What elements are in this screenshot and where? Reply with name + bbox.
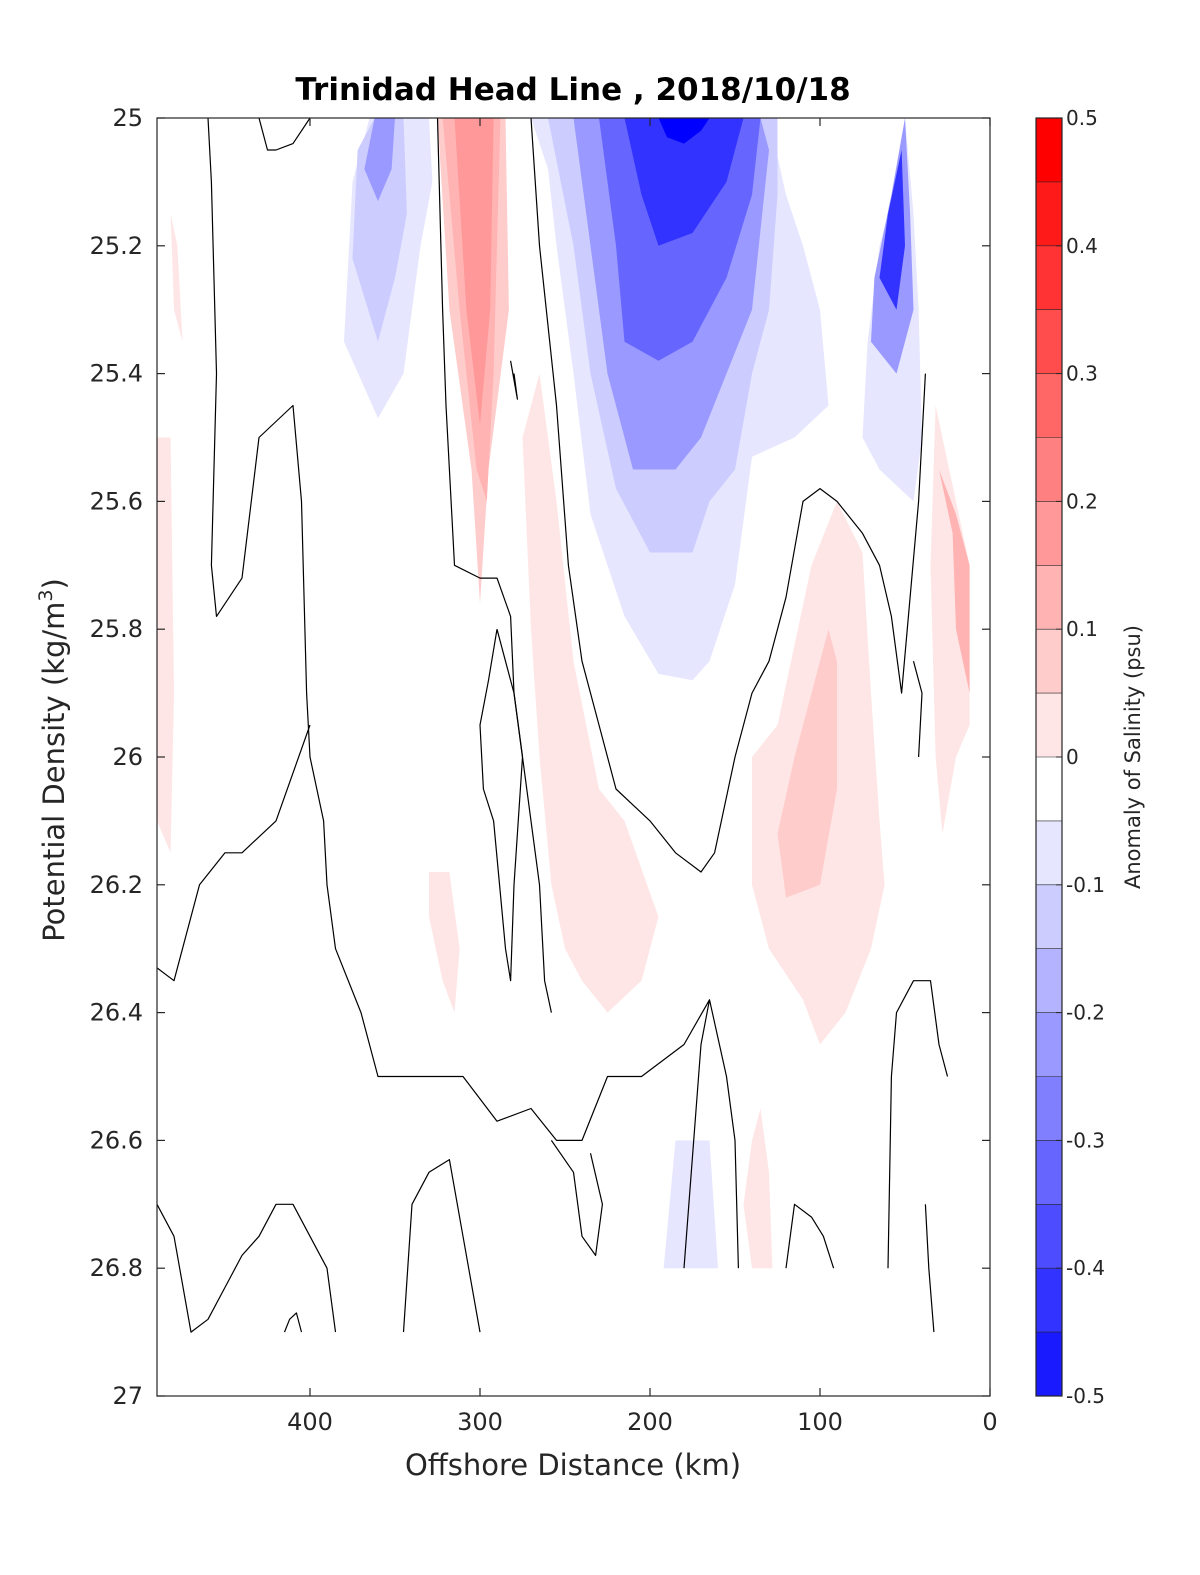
colorbar: -0.5 -0.4 -0.3 -0.2 -0.1 0 0.1 0.2 0.3 0.4 0.5 [1035,106,1105,1408]
contour-line [785,1203,835,1269]
contour-line [912,661,923,758]
colorbar-segment [1036,884,1062,950]
contour-line [207,118,739,1269]
colorbar-segment [1036,629,1062,694]
colorbar-tick-label: -0.1 [1066,873,1105,897]
colorbar-segment [1036,565,1062,630]
contour-region [743,1108,773,1269]
y-axis-label: Potential Density (kg/m3) [35,578,71,942]
colorbar-segment [1036,1140,1062,1205]
colorbar-segment [1036,1204,1062,1269]
colorbar-segment [1036,948,1062,1014]
y-tick-label: 25 [112,104,143,132]
colorbar-tick-label: -0.3 [1066,1128,1105,1152]
contour-region [157,437,174,853]
x-tick-label: 300 [457,1408,503,1436]
zero-contour-lines [157,118,949,1333]
y-axis-label-close: ) [37,578,71,589]
contour-line [479,629,524,982]
contour-region [624,118,744,246]
y-tick-label: 26 [112,743,143,771]
y-axis: 25 25.2 25.4 25.6 25.8 26 26.2 26.4 26.6 26.8 27 [90,104,990,1410]
contour-line [436,118,552,1013]
contour-line [258,118,311,151]
y-tick-label: 27 [112,1382,143,1410]
colorbar-segment [1036,309,1062,375]
x-tick-label: 400 [287,1408,333,1436]
colorbar-tick-label: -0.5 [1066,1384,1105,1408]
filled-contour-regions [157,118,970,1269]
colorbar-segment [1036,820,1062,886]
colorbar-segment [1036,693,1062,758]
contour-line [157,1203,337,1333]
colorbar-segment [1036,1332,1062,1397]
colorbar-segment [1036,245,1062,311]
contour-region [454,118,494,425]
contour-region [658,118,710,144]
x-tick-label: 0 [982,1408,997,1436]
colorbar-tick-label: -0.4 [1066,1256,1105,1280]
contour-region [352,118,407,342]
colorbar-label: Anomaly of Salinity (psu) [1121,625,1145,889]
contour-line [550,1140,604,1257]
y-tick-label: 25.6 [90,487,143,515]
colorbar-segment [1036,1268,1062,1333]
colorbar-tick-label: 0.4 [1066,234,1098,258]
x-axis-label: Offshore Distance (km) [405,1448,741,1482]
colorbar-segment [1036,501,1062,566]
colorbar-tick-label: 0.1 [1066,617,1098,641]
contour-line [924,1204,935,1333]
colorbar-segment [1036,118,1062,183]
colorbar-segment [1036,1076,1062,1141]
x-tick-label: 200 [627,1408,673,1436]
contour-line [887,980,949,1269]
contour-line [683,999,711,1269]
colorbar-tick-label: 0.3 [1066,362,1098,386]
colorbar-segment [1036,1012,1062,1077]
contour-region [522,373,659,1013]
contour-region [170,213,183,342]
contour-line [530,118,926,873]
colorbar-segment [1036,757,1062,822]
colorbar-tick-label: 0.5 [1066,106,1098,130]
colorbar-tick-label: -0.2 [1066,1001,1105,1025]
y-axis-label-superscript: 3 [35,589,57,601]
contour-line [402,1158,481,1333]
x-axis: 400 300 200 100 0 [287,118,998,1436]
colorbar-tick-label: 0.2 [1066,489,1098,513]
y-tick-label: 25.8 [90,615,143,643]
y-tick-label: 25.2 [90,232,143,260]
colorbar-segment [1036,373,1062,438]
x-tick-label: 100 [797,1408,843,1436]
contour-line [510,360,519,400]
contour-region [429,872,460,1013]
y-axis-label-main: Potential Density (kg/m [37,602,71,942]
contour-region [879,150,905,310]
colorbar-segment [1036,181,1062,247]
contour-region [939,469,970,694]
colorbar-segment [1036,437,1062,502]
contour-line [283,1312,303,1333]
contour-region [663,1140,718,1269]
y-tick-label: 26.2 [90,871,143,899]
chart-title: Trinidad Head Line , 2018/10/18 [295,72,850,108]
contour-line [157,724,311,982]
y-tick-label: 26.4 [90,999,143,1027]
colorbar-tick-label: 0 [1066,745,1079,769]
contour-region [364,118,395,202]
y-tick-label: 26.6 [90,1126,143,1154]
contour-region [777,629,837,898]
y-tick-label: 26.8 [90,1254,143,1282]
y-tick-label: 25.4 [90,360,143,388]
contour-region [930,405,970,834]
